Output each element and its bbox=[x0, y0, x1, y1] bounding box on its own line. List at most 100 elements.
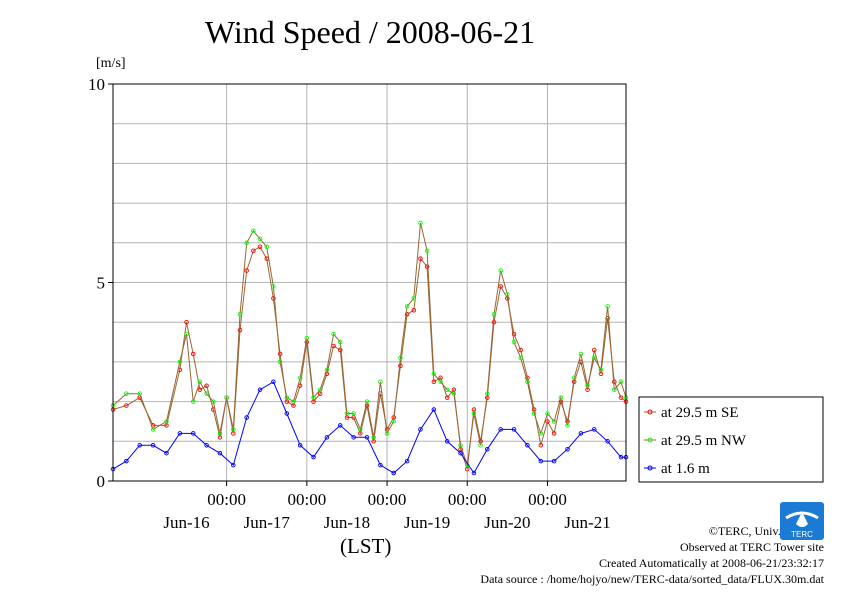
data-point-series-3 bbox=[284, 411, 290, 416]
data-point-series-1 bbox=[431, 379, 437, 385]
data-point-series-2 bbox=[150, 427, 156, 432]
data-point-series-2 bbox=[311, 395, 316, 400]
data-point-series-3 bbox=[485, 446, 490, 452]
data-point-series-3 bbox=[124, 458, 129, 464]
logo-drop bbox=[796, 512, 808, 527]
y-axis-unit: [m/s] bbox=[96, 56, 126, 71]
data-point-series-1 bbox=[545, 419, 550, 424]
data-point-series-2 bbox=[471, 411, 477, 416]
data-point-series-3 bbox=[164, 450, 169, 456]
data-point-series-3 bbox=[244, 415, 249, 420]
data-point-series-2 bbox=[271, 284, 276, 289]
data-point-series-3 bbox=[418, 427, 423, 432]
data-point-series-1 bbox=[411, 308, 417, 313]
data-point-series-2 bbox=[237, 312, 243, 317]
data-point-series-2 bbox=[177, 359, 183, 365]
series-line-2 bbox=[112, 222, 627, 466]
data-point-series-3 bbox=[324, 435, 330, 440]
x-axis-label: (LST) bbox=[340, 534, 392, 558]
x-date-label: Jun-21 bbox=[564, 513, 610, 532]
data-point-series-3 bbox=[364, 435, 370, 440]
data-point-series-3 bbox=[217, 450, 223, 456]
data-point-series-2 bbox=[585, 383, 590, 388]
created-timestamp-text: Created Automatically at 2008-06-21/23:3… bbox=[599, 556, 824, 570]
data-point-series-2 bbox=[364, 399, 370, 404]
chart-title: Wind Speed / 2008-06-21 bbox=[204, 14, 536, 50]
x-tick-label: 00:00 bbox=[287, 490, 326, 509]
x-date-label: Jun-18 bbox=[324, 513, 370, 532]
data-point-series-2 bbox=[251, 228, 256, 234]
data-point-series-3 bbox=[498, 427, 503, 432]
data-point-series-3 bbox=[404, 458, 410, 464]
data-point-series-1 bbox=[404, 312, 410, 317]
data-point-series-2 bbox=[571, 375, 577, 381]
data-point-series-2 bbox=[545, 411, 550, 416]
data-point-series-3 bbox=[458, 450, 463, 456]
series-line-1 bbox=[112, 246, 627, 470]
x-tick-label: 00:00 bbox=[207, 490, 246, 509]
data-point-series-2 bbox=[231, 427, 236, 432]
x-date-label: Jun-20 bbox=[484, 513, 530, 532]
terc-logo: TERC bbox=[780, 502, 824, 540]
data-point-series-2 bbox=[291, 399, 296, 404]
data-point-series-2 bbox=[618, 379, 624, 385]
data-point-series-2 bbox=[391, 419, 396, 424]
data-point-series-1 bbox=[184, 319, 189, 325]
data-point-series-3 bbox=[511, 427, 517, 432]
data-point-series-3 bbox=[378, 462, 383, 468]
data-point-series-3 bbox=[525, 443, 530, 448]
data-point-series-2 bbox=[411, 296, 417, 301]
data-point-series-1 bbox=[592, 347, 597, 353]
data-point-series-3 bbox=[538, 458, 544, 464]
data-point-series-3 bbox=[177, 431, 183, 436]
data-point-series-2 bbox=[598, 367, 604, 373]
data-point-series-1 bbox=[271, 296, 276, 301]
x-tick-label: 00:00 bbox=[448, 490, 487, 509]
data-point-series-3 bbox=[137, 443, 142, 448]
data-point-series-3 bbox=[351, 435, 356, 440]
data-point-series-2 bbox=[612, 387, 617, 392]
data-point-series-2 bbox=[331, 331, 336, 337]
data-point-series-2 bbox=[592, 355, 597, 361]
legend-swatch-marker bbox=[647, 409, 653, 415]
series-line-3 bbox=[112, 381, 626, 475]
y-tick-label: 0 bbox=[97, 472, 106, 491]
data-point-series-2 bbox=[558, 395, 564, 400]
data-point-series-1 bbox=[424, 264, 430, 269]
data-point-series-2 bbox=[284, 395, 290, 400]
data-point-series-3 bbox=[431, 407, 437, 412]
data-point-series-3 bbox=[297, 443, 303, 448]
legend-swatch-marker bbox=[647, 465, 653, 471]
data-point-series-2 bbox=[424, 248, 430, 253]
data-point-series-1 bbox=[124, 403, 129, 408]
data-point-series-2 bbox=[204, 391, 209, 396]
data-point-series-2 bbox=[324, 367, 330, 373]
data-point-series-1 bbox=[418, 256, 423, 261]
legend-label: at 1.6 m bbox=[661, 461, 710, 477]
data-point-series-2 bbox=[244, 240, 249, 246]
data-point-series-1 bbox=[197, 387, 203, 392]
data-point-series-3 bbox=[444, 439, 450, 444]
data-point-series-2 bbox=[431, 371, 437, 377]
data-point-series-2 bbox=[317, 387, 323, 392]
data-point-series-1 bbox=[618, 395, 624, 400]
data-point-series-2 bbox=[605, 304, 610, 309]
data-point-series-2 bbox=[444, 387, 450, 392]
data-point-series-3 bbox=[551, 458, 557, 464]
data-point-series-1 bbox=[511, 331, 517, 337]
data-point-series-3 bbox=[311, 454, 316, 460]
data-point-series-3 bbox=[592, 427, 597, 432]
data-point-series-2 bbox=[578, 351, 584, 357]
data-point-series-2 bbox=[551, 419, 557, 424]
data-point-series-1 bbox=[498, 284, 503, 289]
data-point-series-2 bbox=[277, 359, 283, 365]
legend-box bbox=[638, 396, 824, 483]
data-source-text: Data source : /home/hojyo/new/TERC-data/… bbox=[480, 572, 824, 586]
data-point-series-3 bbox=[618, 454, 624, 460]
y-tick-label: 5 bbox=[97, 274, 106, 293]
data-point-series-2 bbox=[358, 427, 363, 432]
data-point-series-2 bbox=[418, 220, 423, 226]
data-point-series-2 bbox=[264, 244, 269, 250]
data-point-series-3 bbox=[565, 446, 570, 452]
